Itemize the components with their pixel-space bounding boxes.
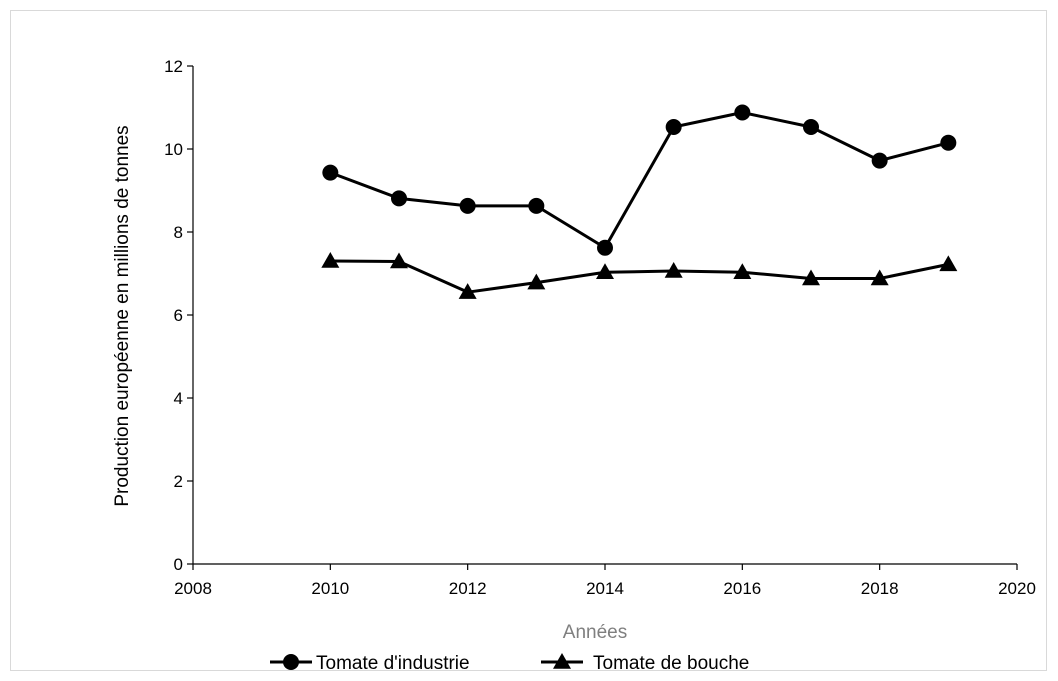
data-point-circle — [391, 190, 407, 207]
series-line — [330, 259, 949, 294]
data-point-triangle — [390, 252, 408, 269]
data-point-triangle — [733, 263, 752, 280]
y-tick-label: 10 — [164, 140, 183, 159]
legend-label: Tomate de bouche — [593, 653, 749, 672]
data-point-triangle — [458, 283, 477, 299]
x-tick-label: 2016 — [723, 579, 761, 598]
data-point-triangle — [939, 255, 958, 272]
data-point-triangle — [321, 252, 340, 268]
data-point-circle — [871, 152, 888, 169]
legend: Tomate d'industrie Tomate de bouche — [270, 653, 749, 672]
line-chart: 0 2 4 6 8 10 12 2008 2010 2012 2014 2016 2018 2020 Pr… — [112, 57, 1036, 672]
series-tomate-bouche — [321, 252, 958, 299]
chart-frame: 0 2 4 6 8 10 12 2008 2010 2012 2014 2016 2018 2020 Pr… — [10, 10, 1047, 672]
x-tick-label: 2014 — [586, 579, 624, 598]
x-tick-label: 2012 — [449, 579, 487, 598]
legend-marker-triangle — [553, 653, 571, 669]
y-tick-label: 6 — [174, 306, 183, 325]
x-tick-label: 2020 — [998, 579, 1036, 598]
data-point-triangle — [664, 262, 683, 278]
y-tick-label: 4 — [174, 389, 183, 408]
x-axis-title: Années — [563, 622, 627, 643]
data-point-circle — [597, 239, 613, 256]
data-point-triangle — [527, 273, 546, 290]
legend-item: Tomate de bouche — [541, 653, 749, 672]
y-tick-label: 12 — [164, 57, 183, 76]
y-tick-label: 8 — [174, 223, 183, 242]
legend-marker-circle — [283, 654, 299, 670]
data-point-triangle — [870, 269, 889, 286]
data-point-circle — [459, 197, 476, 214]
data-point-triangle — [596, 263, 614, 280]
axes: 0 2 4 6 8 10 12 2008 2010 2012 2014 2016 2018 2020 — [164, 57, 1036, 598]
data-point-circle — [322, 164, 339, 181]
data-point-circle — [940, 134, 957, 151]
legend-item: Tomate d'industrie — [270, 653, 470, 672]
legend-label: Tomate d'industrie — [316, 653, 470, 672]
x-tick-label: 2008 — [174, 579, 212, 598]
series-line — [329, 110, 949, 250]
series-tomate-industrie — [322, 104, 957, 256]
x-tick-label: 2018 — [861, 579, 899, 598]
series-layer — [321, 104, 958, 299]
data-point-circle — [734, 104, 751, 121]
x-tick-label: 2010 — [311, 579, 349, 598]
data-point-circle — [665, 119, 682, 136]
data-point-triangle — [802, 269, 820, 286]
data-point-circle — [528, 197, 545, 214]
data-point-circle — [803, 119, 819, 136]
y-axis-title: Production européenne en millions de ton… — [112, 125, 133, 506]
y-tick-label: 0 — [174, 555, 183, 574]
y-tick-label: 2 — [174, 472, 183, 491]
